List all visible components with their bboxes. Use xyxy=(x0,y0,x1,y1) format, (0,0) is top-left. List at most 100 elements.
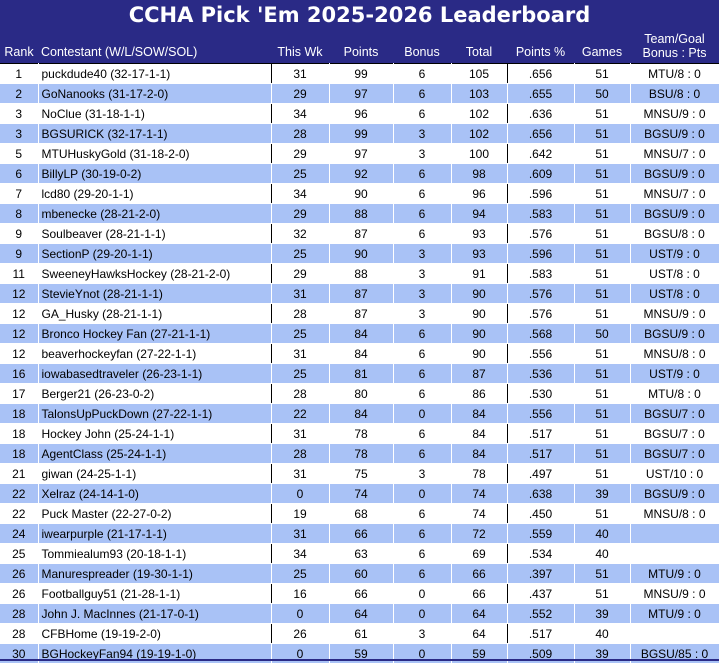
table-row: 5 MTUHuskyGold (31-18-2-0) 29 97 3 100.642 51 M… xyxy=(0,143,719,164)
cell-points-pct: .576 xyxy=(507,283,575,304)
cell-contestant: AgentClass (25-24-1-1) xyxy=(38,443,272,464)
cell-total: 90 xyxy=(451,283,508,304)
cell-rank: 30 xyxy=(0,643,39,664)
cell-contestant: SweeneyHawksHockey (28-21-2-0) xyxy=(37,263,272,284)
cell-total: 93 xyxy=(450,223,508,244)
cell-total: 100 xyxy=(450,143,508,164)
cell-contestant: Berger21 (26-23-0-2) xyxy=(37,383,272,404)
cell-bonus-pts xyxy=(630,523,719,544)
cell-total: 64 xyxy=(450,623,508,644)
cell-total: 90 xyxy=(451,323,508,344)
cell-games: 51 xyxy=(574,423,631,444)
header-this-week: This Wk xyxy=(271,30,329,64)
cell-this-week: 34 xyxy=(271,103,330,124)
cell-this-week: 25 xyxy=(271,323,330,344)
cell-this-week: 29 xyxy=(271,83,330,104)
cell-contestant: Soulbeaver (28-21-1-1) xyxy=(37,223,272,244)
cell-this-week: 32 xyxy=(271,223,330,244)
cell-bonus-pts: MTU/9 : 0 xyxy=(630,563,719,584)
cell-bonus: 6 xyxy=(393,63,452,84)
cell-total: 84 xyxy=(451,443,508,464)
cell-total: 74 xyxy=(450,503,508,524)
cell-bonus-pts: BGSU/7 : 0 xyxy=(630,403,719,424)
cell-points-pct: .536 xyxy=(507,363,575,384)
cell-points-pct: .638 xyxy=(507,483,575,504)
cell-contestant: Tommiealum93 (20-18-1-1) xyxy=(37,543,272,564)
cell-games: 51 xyxy=(574,143,631,164)
cell-bonus: 3 xyxy=(393,123,452,144)
table-body: 1 puckdude40 (32-17-1-1) 31 99 6 105.656 51 MTU… xyxy=(0,63,719,664)
cell-bonus-pts: MNSU/9 : 0 xyxy=(629,103,719,124)
cell-points-pct: .636 xyxy=(507,103,575,124)
cell-bonus: 6 xyxy=(393,563,452,584)
cell-games: 51 xyxy=(574,303,631,324)
cell-rank: 25 xyxy=(0,543,39,564)
cell-rank: 6 xyxy=(0,163,39,184)
cell-points: 61 xyxy=(329,623,394,644)
table-row: 28 John J. MacInnes (21-17-0-1) 0 64 0 64.552… xyxy=(0,603,719,624)
cell-this-week: 16 xyxy=(271,583,330,604)
cell-games: 51 xyxy=(574,163,631,184)
cell-points: 87 xyxy=(329,223,394,244)
cell-this-week: 0 xyxy=(271,603,330,624)
cell-contestant: beaverhockeyfan (27-22-1-1) xyxy=(37,343,272,364)
cell-rank: 16 xyxy=(0,363,39,384)
cell-rank: 12 xyxy=(0,343,39,364)
cell-contestant: Bronco Hockey Fan (27-21-1-1) xyxy=(38,323,272,344)
cell-points-pct: .559 xyxy=(507,523,575,544)
cell-points: 90 xyxy=(329,243,394,264)
cell-bonus-pts xyxy=(629,623,719,644)
cell-contestant: MTUHuskyGold (31-18-2-0) xyxy=(37,143,272,164)
cell-points: 68 xyxy=(329,503,394,524)
cell-points: 80 xyxy=(329,383,394,404)
cell-rank: 28 xyxy=(0,603,39,624)
cell-games: 51 xyxy=(574,443,631,464)
cell-points: 84 xyxy=(329,403,394,424)
table-row: 1 puckdude40 (32-17-1-1) 31 99 6 105.656 51 MTU… xyxy=(0,63,719,84)
cell-this-week: 19 xyxy=(271,503,330,524)
cell-rank: 12 xyxy=(0,323,39,344)
cell-bonus-pts: BGSU/85 : 0 xyxy=(630,643,719,664)
cell-points-pct: .583 xyxy=(507,203,575,224)
header-bonus-pts-line1: Team/Goal xyxy=(644,32,705,46)
cell-bonus: 3 xyxy=(393,303,452,324)
cell-rank: 7 xyxy=(0,183,39,204)
table-row: 16 iowabasedtraveler (26-23-1-1) 25 81 6 87.5… xyxy=(0,363,719,384)
table-row: 12 GA_Husky (28-21-1-1) 28 87 3 90.576 51 MNSU/… xyxy=(0,303,719,324)
cell-total: 66 xyxy=(451,563,508,584)
cell-rank: 12 xyxy=(0,303,39,324)
table-row: 3 BGSURICK (32-17-1-1) 28 99 3 102.656 51 BGSU/… xyxy=(0,123,719,144)
table-row: 22 Puck Master (22-27-0-2) 19 68 6 74.450 51 MN… xyxy=(0,503,719,524)
cell-rank: 28 xyxy=(0,623,39,644)
cell-total: 91 xyxy=(450,263,508,284)
cell-bonus-pts: UST/8 : 0 xyxy=(630,283,719,304)
cell-total: 87 xyxy=(451,363,508,384)
cell-bonus: 3 xyxy=(393,263,452,284)
cell-games: 51 xyxy=(574,383,631,404)
cell-points-pct: .556 xyxy=(507,403,575,424)
cell-contestant: Puck Master (22-27-0-2) xyxy=(37,503,272,524)
cell-total: 84 xyxy=(450,423,508,444)
cell-games: 50 xyxy=(574,83,631,104)
cell-this-week: 0 xyxy=(271,643,330,664)
cell-bonus-pts: MNSU/9 : 0 xyxy=(629,303,719,324)
cell-total: 90 xyxy=(450,343,508,364)
cell-bonus: 6 xyxy=(393,103,452,124)
cell-bonus-pts: UST/8 : 0 xyxy=(629,263,719,284)
cell-games: 39 xyxy=(574,643,631,664)
cell-contestant: John J. MacInnes (21-17-0-1) xyxy=(38,603,272,624)
header-points: Points xyxy=(329,30,393,64)
cell-points-pct: .596 xyxy=(507,183,575,204)
cell-bonus: 6 xyxy=(393,183,452,204)
cell-points: 64 xyxy=(329,603,394,624)
table-row: 7 lcd80 (29-20-1-1) 34 90 6 96.596 51 MNSU/7 : … xyxy=(0,183,719,204)
cell-bonus: 6 xyxy=(393,363,452,384)
cell-rank: 18 xyxy=(0,443,39,464)
cell-rank: 12 xyxy=(0,283,39,304)
cell-points: 74 xyxy=(329,483,394,504)
cell-points: 90 xyxy=(329,183,394,204)
cell-this-week: 31 xyxy=(271,283,330,304)
cell-bonus: 6 xyxy=(393,163,452,184)
cell-bonus-pts: BGSU/9 : 0 xyxy=(630,323,719,344)
